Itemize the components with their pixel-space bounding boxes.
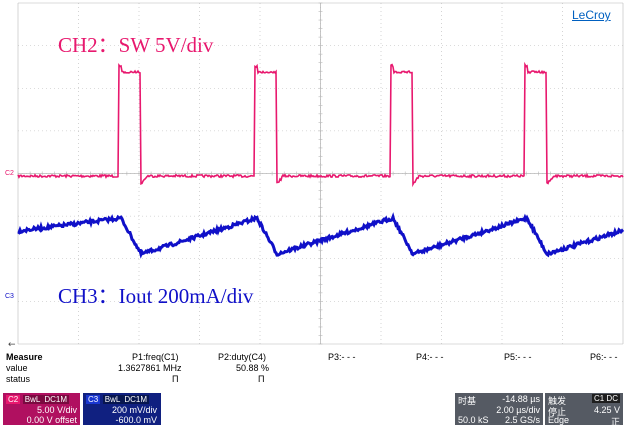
c2-offset: 0.00 V offset <box>26 415 77 425</box>
param-p1-value: 1.3627861 MHz <box>118 363 182 373</box>
brand-logo: LeCroy <box>572 8 611 22</box>
c3-ground-marker: C3 <box>5 293 14 300</box>
timebase-label: 时基 <box>458 396 477 406</box>
timebase-rate: 2.5 GS/s <box>504 415 540 425</box>
c2-ground-marker: C2 <box>5 170 14 177</box>
trigger-arrow-icon: ← <box>8 340 16 350</box>
channel-markers: C2 C3 ← <box>5 170 16 350</box>
trigger-label: 触发 <box>548 396 567 406</box>
ch2-annotation: CH2：SW 5V/div <box>58 33 214 57</box>
c2-scale: 5.00 V/div <box>36 405 77 415</box>
param-p2-name[interactable]: P2:duty(C4) <box>218 352 267 362</box>
trigger-source: C1 DC <box>591 394 620 403</box>
c3-scale: 200 mV/div <box>111 405 157 415</box>
c3-id: C3 <box>86 395 101 404</box>
param-p3-name[interactable]: P3:- - - <box>328 352 356 362</box>
c2-bw: BwL <box>22 395 43 404</box>
param-p1-name[interactable]: P1:freq(C1) <box>132 352 179 362</box>
param-p2-value: 50.88 % <box>236 363 270 373</box>
c3-offset: -600.0 mV <box>115 415 157 425</box>
c2-coupling: DC1M <box>42 395 69 404</box>
trigger-level: 4.25 V <box>593 405 620 415</box>
graticule-grid <box>17 2 624 345</box>
param-p6-name[interactable]: P6:- - - <box>590 352 618 362</box>
ch3-annotation: CH3：Iout 200mA/div <box>58 284 254 308</box>
c3-coupling: DC1M <box>122 395 149 404</box>
trigger-box[interactable]: 触发 C1 DC 停止 4.25 V Edge 正 <box>545 393 623 427</box>
trigger-type: Edge <box>548 415 570 425</box>
c3-bw: BwL <box>102 395 123 404</box>
c2-id: C2 <box>6 395 21 404</box>
param-p2-status: Π <box>258 374 265 384</box>
param-p4-name[interactable]: P4:- - - <box>416 352 444 362</box>
status-bar: C2 BwL DC1M 5.00 V/div 0.00 V offset C3 B… <box>0 391 626 427</box>
value-row-label: value <box>6 363 28 373</box>
param-p1-status: Π <box>172 374 179 384</box>
param-p5-name[interactable]: P5:- - - <box>504 352 532 362</box>
trigger-slope: 正 <box>610 417 620 427</box>
ch3-waveform <box>17 212 625 259</box>
measure-panel: Measure value status P1:freq(C1) 1.36278… <box>0 351 626 391</box>
channel-c3-box[interactable]: C3 BwL DC1M 200 mV/div -600.0 mV <box>83 393 161 425</box>
timebase-delay: -14.88 µs <box>502 394 540 404</box>
timebase-samples: 50.0 kS <box>458 415 489 425</box>
timebase-per-div: 2.00 µs/div <box>496 405 540 415</box>
ch2-waveform <box>17 61 624 188</box>
status-row-label: status <box>6 374 31 384</box>
measure-title[interactable]: Measure <box>6 352 43 362</box>
timebase-box[interactable]: 时基 -14.88 µs 2.00 µs/div 50.0 kS 2.5 GS/… <box>455 393 543 425</box>
trigger-mode: 停止 <box>548 407 567 417</box>
channel-c2-box[interactable]: C2 BwL DC1M 5.00 V/div 0.00 V offset <box>3 393 80 425</box>
